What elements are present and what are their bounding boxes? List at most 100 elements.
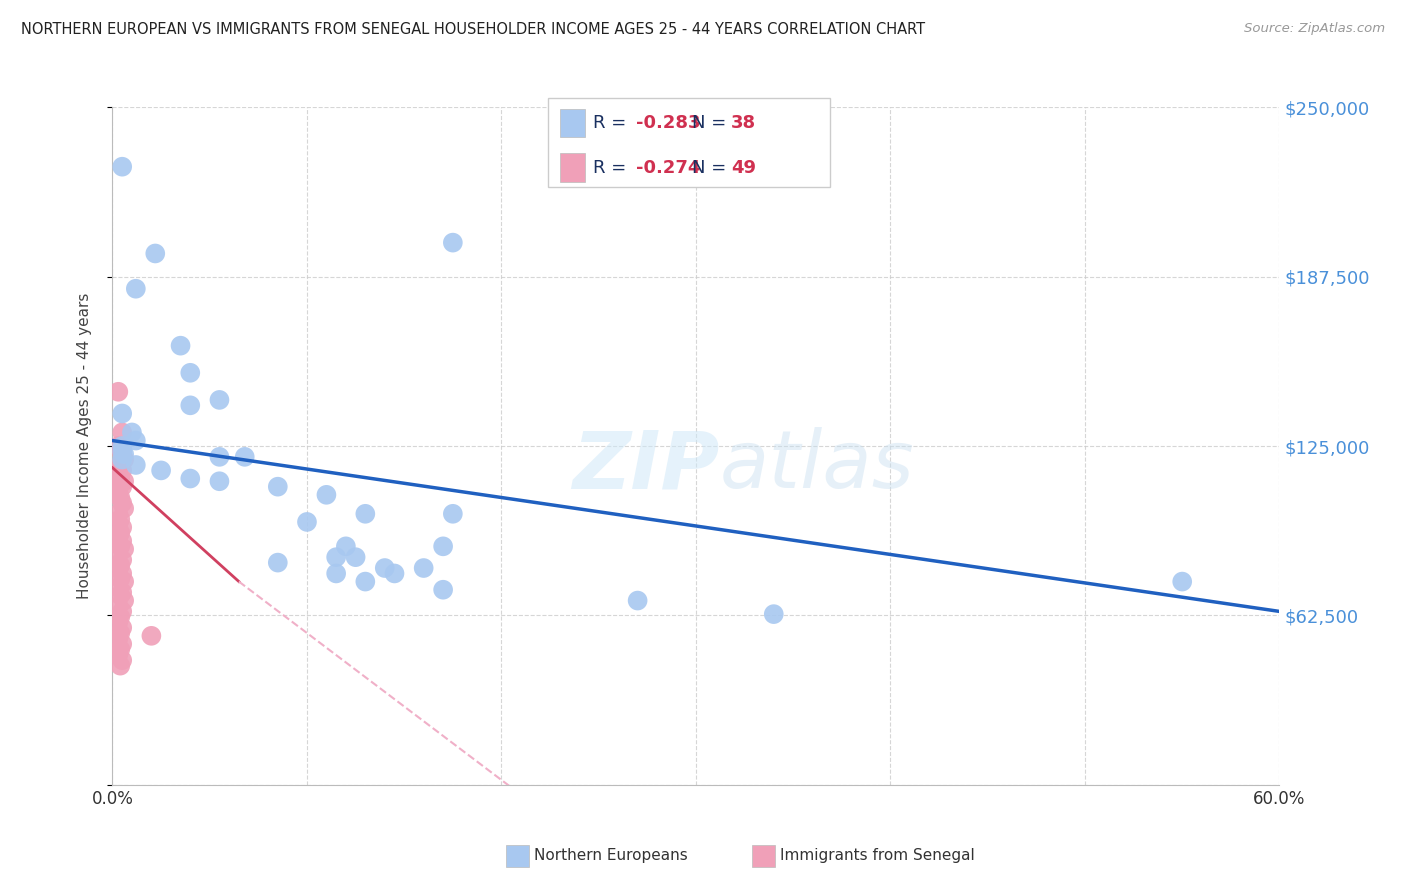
- Point: [107, 599, 129, 613]
- Point: [107, 531, 129, 545]
- Point: [112, 593, 135, 607]
- Point: [121, 425, 143, 440]
- Point: [110, 458, 132, 472]
- Point: [179, 471, 201, 485]
- Text: N =: N =: [692, 159, 731, 177]
- Point: [441, 235, 464, 250]
- Text: Source: ZipAtlas.com: Source: ZipAtlas.com: [1244, 22, 1385, 36]
- Point: [432, 582, 454, 597]
- Point: [125, 282, 148, 296]
- Point: [111, 480, 134, 494]
- Point: [111, 407, 134, 421]
- Text: NORTHERN EUROPEAN VS IMMIGRANTS FROM SENEGAL HOUSEHOLDER INCOME AGES 25 - 44 YEA: NORTHERN EUROPEAN VS IMMIGRANTS FROM SEN…: [21, 22, 925, 37]
- Point: [112, 574, 135, 589]
- Text: atlas: atlas: [720, 427, 914, 506]
- Point: [111, 439, 134, 453]
- Point: [335, 539, 357, 553]
- Point: [107, 648, 129, 662]
- Point: [107, 615, 129, 630]
- Point: [110, 471, 132, 485]
- Point: [107, 632, 129, 646]
- Point: [627, 593, 650, 607]
- Point: [110, 588, 132, 602]
- Point: [344, 550, 367, 565]
- Point: [111, 520, 134, 534]
- Point: [107, 580, 129, 594]
- Point: [111, 496, 134, 510]
- Text: 38: 38: [731, 114, 756, 132]
- Point: [208, 450, 231, 464]
- Text: Immigrants from Senegal: Immigrants from Senegal: [780, 848, 976, 863]
- Point: [112, 542, 135, 557]
- Point: [143, 246, 166, 260]
- Point: [110, 525, 132, 540]
- Point: [111, 452, 134, 467]
- Point: [110, 558, 132, 573]
- Point: [208, 392, 231, 407]
- Point: [110, 491, 132, 505]
- Point: [111, 447, 134, 461]
- Point: [384, 566, 406, 581]
- Point: [267, 480, 290, 494]
- Point: [112, 452, 135, 467]
- Point: [107, 517, 129, 532]
- Point: [107, 561, 129, 575]
- Text: -0.274: -0.274: [636, 159, 700, 177]
- Point: [112, 447, 135, 461]
- Point: [233, 450, 256, 464]
- Text: N =: N =: [692, 114, 731, 132]
- Point: [412, 561, 434, 575]
- Point: [110, 539, 132, 553]
- Point: [111, 604, 134, 618]
- Point: [208, 475, 231, 489]
- Point: [111, 566, 134, 581]
- Point: [107, 548, 129, 562]
- Text: R =: R =: [593, 159, 633, 177]
- Point: [1171, 574, 1194, 589]
- Point: [107, 466, 129, 480]
- Point: [110, 610, 132, 624]
- Point: [111, 444, 134, 458]
- Point: [110, 642, 132, 657]
- Point: [267, 556, 290, 570]
- Point: [374, 561, 396, 575]
- Point: [295, 515, 318, 529]
- Point: [111, 637, 134, 651]
- Point: [141, 629, 163, 643]
- Point: [110, 572, 132, 586]
- Point: [179, 366, 201, 380]
- Text: ZIP: ZIP: [572, 427, 720, 506]
- Point: [111, 553, 134, 567]
- Point: [354, 574, 377, 589]
- Point: [112, 501, 135, 516]
- Point: [111, 585, 134, 599]
- Point: [111, 463, 134, 477]
- Point: [179, 398, 201, 412]
- Point: [107, 507, 129, 521]
- Point: [169, 339, 191, 353]
- Point: [111, 425, 134, 440]
- Point: [762, 607, 785, 621]
- Point: [111, 533, 134, 548]
- Point: [325, 566, 347, 581]
- Point: [107, 439, 129, 453]
- Point: [111, 621, 134, 635]
- Point: [125, 458, 148, 472]
- Point: [112, 475, 135, 489]
- Point: [432, 539, 454, 553]
- Text: 49: 49: [731, 159, 756, 177]
- Point: [315, 488, 337, 502]
- Point: [325, 550, 347, 565]
- Point: [150, 463, 173, 477]
- Point: [354, 507, 377, 521]
- Text: Northern Europeans: Northern Europeans: [534, 848, 688, 863]
- Point: [110, 626, 132, 640]
- Y-axis label: Householder Income Ages 25 - 44 years: Householder Income Ages 25 - 44 years: [77, 293, 91, 599]
- Point: [111, 160, 134, 174]
- Point: [107, 485, 129, 500]
- Point: [107, 480, 129, 494]
- Text: R =: R =: [593, 114, 633, 132]
- Point: [107, 384, 129, 399]
- Point: [125, 434, 148, 448]
- Point: [111, 653, 134, 667]
